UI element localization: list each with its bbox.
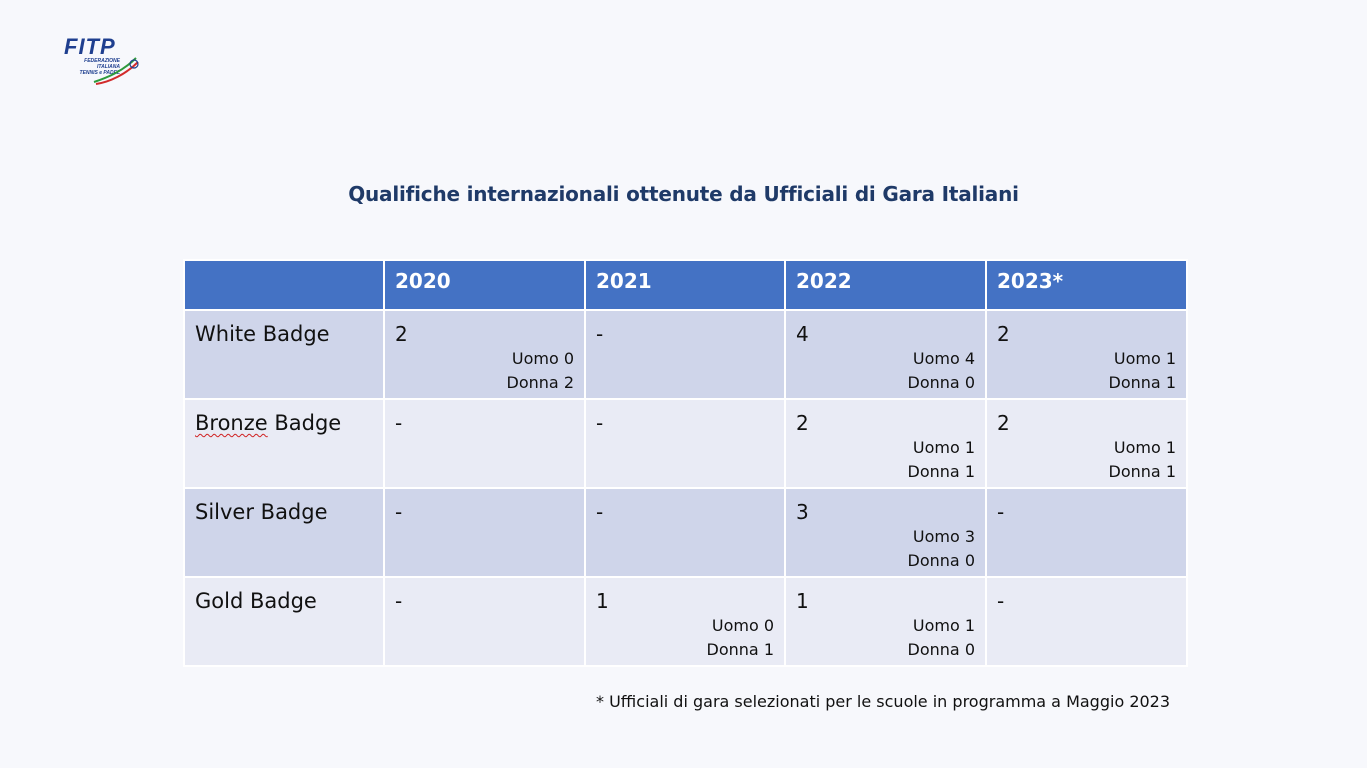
- row-label-cell: White Badge: [183, 309, 385, 400]
- cell-total: 2: [997, 322, 1010, 346]
- cell-total: 1: [596, 589, 609, 613]
- badge-name: Silver Badge: [195, 499, 373, 525]
- cell-uomo: Uomo 1: [912, 616, 975, 635]
- data-cell: 1 Uomo 1 Donna 0: [784, 576, 987, 667]
- header-cell-empty: [183, 259, 385, 311]
- badge-name-part: Silver Badge: [195, 500, 328, 524]
- row-label-cell: Gold Badge: [183, 576, 385, 667]
- data-cell: -: [584, 487, 786, 578]
- badge-name-part: Gold Badge: [195, 589, 317, 613]
- header-cell-2023: 2023*: [985, 259, 1188, 311]
- logo-subtext-line: TENNIS e PADEL: [79, 70, 120, 76]
- table-row: Gold Badge - 1 Uomo 0 Donna 1 1 Uomo 1 Donna 0 -: [183, 576, 1188, 667]
- cell-donna: Donna 1: [1108, 373, 1176, 392]
- cell-total: 3: [796, 500, 809, 524]
- data-cell: 2 Uomo 1 Donna 1: [784, 398, 987, 489]
- header-cell-2021: 2021: [584, 259, 786, 311]
- cell-total: -: [596, 322, 604, 346]
- data-cell: 4 Uomo 4 Donna 0: [784, 309, 987, 400]
- data-cell: -: [985, 487, 1188, 578]
- badge-name: White Badge: [195, 321, 373, 347]
- cell-total: -: [395, 500, 403, 524]
- cell-donna: Donna 1: [706, 640, 774, 659]
- cell-total: -: [997, 500, 1005, 524]
- cell-donna: Donna 0: [907, 551, 975, 570]
- cell-uomo: Uomo 0: [711, 616, 774, 635]
- cell-donna: Donna 1: [1108, 462, 1176, 481]
- header-cell-2022: 2022: [784, 259, 987, 311]
- fitp-logo: FITP FEDERAZIONE ITALIANA TENNIS e PADEL: [44, 34, 144, 86]
- badge-name-part: Badge: [267, 411, 342, 435]
- tennis-ball-swoosh-icon: [93, 57, 139, 85]
- cell-total: -: [596, 500, 604, 524]
- cell-total: -: [596, 411, 604, 435]
- data-cell: 3 Uomo 3 Donna 0: [784, 487, 987, 578]
- cell-uomo: Uomo 1: [1113, 349, 1176, 368]
- footnote: * Ufficiali di gara selezionati per le s…: [596, 692, 1171, 711]
- data-cell: -: [985, 576, 1188, 667]
- cell-uomo: Uomo 0: [511, 349, 574, 368]
- table-row: Silver Badge - - 3 Uomo 3 Donna 0 -: [183, 487, 1188, 578]
- badges-table: 2020 2021 2022 2023* White Badge 2 Uomo 0 D…: [183, 259, 1188, 667]
- row-label-cell: Bronze Badge: [183, 398, 385, 489]
- data-cell: -: [584, 398, 786, 489]
- data-cell: 1 Uomo 0 Donna 1: [584, 576, 786, 667]
- data-cell: 2 Uomo 1 Donna 1: [985, 398, 1188, 489]
- logo-wordmark: FITP: [64, 34, 116, 59]
- cell-total: 1: [796, 589, 809, 613]
- table-row: Bronze Badge - -2 Uomo 1 Donna 1 2 Uomo 1 Donna…: [183, 398, 1188, 489]
- data-cell: -: [383, 576, 586, 667]
- data-cell: 2 Uomo 1 Donna 1: [985, 309, 1188, 400]
- cell-donna: Donna 2: [506, 373, 574, 392]
- cell-total: 4: [796, 322, 809, 346]
- cell-total: 2: [395, 322, 408, 346]
- data-cell: 2 Uomo 0 Donna 2: [383, 309, 586, 400]
- badge-name: Gold Badge: [195, 588, 373, 614]
- data-cell: -: [584, 309, 786, 400]
- logo-subtext-line: ITALIANA: [97, 64, 120, 70]
- logo-subtext: FEDERAZIONE ITALIANA TENNIS e PADEL: [44, 58, 120, 76]
- data-cell: -: [383, 398, 586, 489]
- table-header-row: 2020 2021 2022 2023*: [183, 259, 1188, 311]
- cell-donna: Donna 0: [907, 373, 975, 392]
- badge-name: Bronze Badge: [195, 410, 373, 436]
- row-label-cell: Silver Badge: [183, 487, 385, 578]
- data-cell: -: [383, 487, 586, 578]
- cell-total: 2: [796, 411, 809, 435]
- cell-donna: Donna 0: [907, 640, 975, 659]
- cell-uomo: Uomo 3: [912, 527, 975, 546]
- cell-uomo: Uomo 1: [912, 438, 975, 457]
- cell-total: 2: [997, 411, 1010, 435]
- cell-total: -: [997, 589, 1005, 613]
- page-title: Qualifiche internazionali ottenute da Uf…: [348, 182, 1019, 206]
- header-cell-2020: 2020: [383, 259, 586, 311]
- table-row: White Badge 2 Uomo 0 Donna 2 - 4 Uomo 4 Donna 0…: [183, 309, 1188, 400]
- cell-total: -: [395, 589, 403, 613]
- cell-uomo: Uomo 1: [1113, 438, 1176, 457]
- badge-name-part: White Badge: [195, 322, 330, 346]
- badge-name-part: Bronze: [195, 411, 268, 435]
- cell-donna: Donna 1: [907, 462, 975, 481]
- cell-uomo: Uomo 4: [912, 349, 975, 368]
- cell-total: -: [395, 411, 403, 435]
- logo-subtext-line: FEDERAZIONE: [84, 58, 120, 64]
